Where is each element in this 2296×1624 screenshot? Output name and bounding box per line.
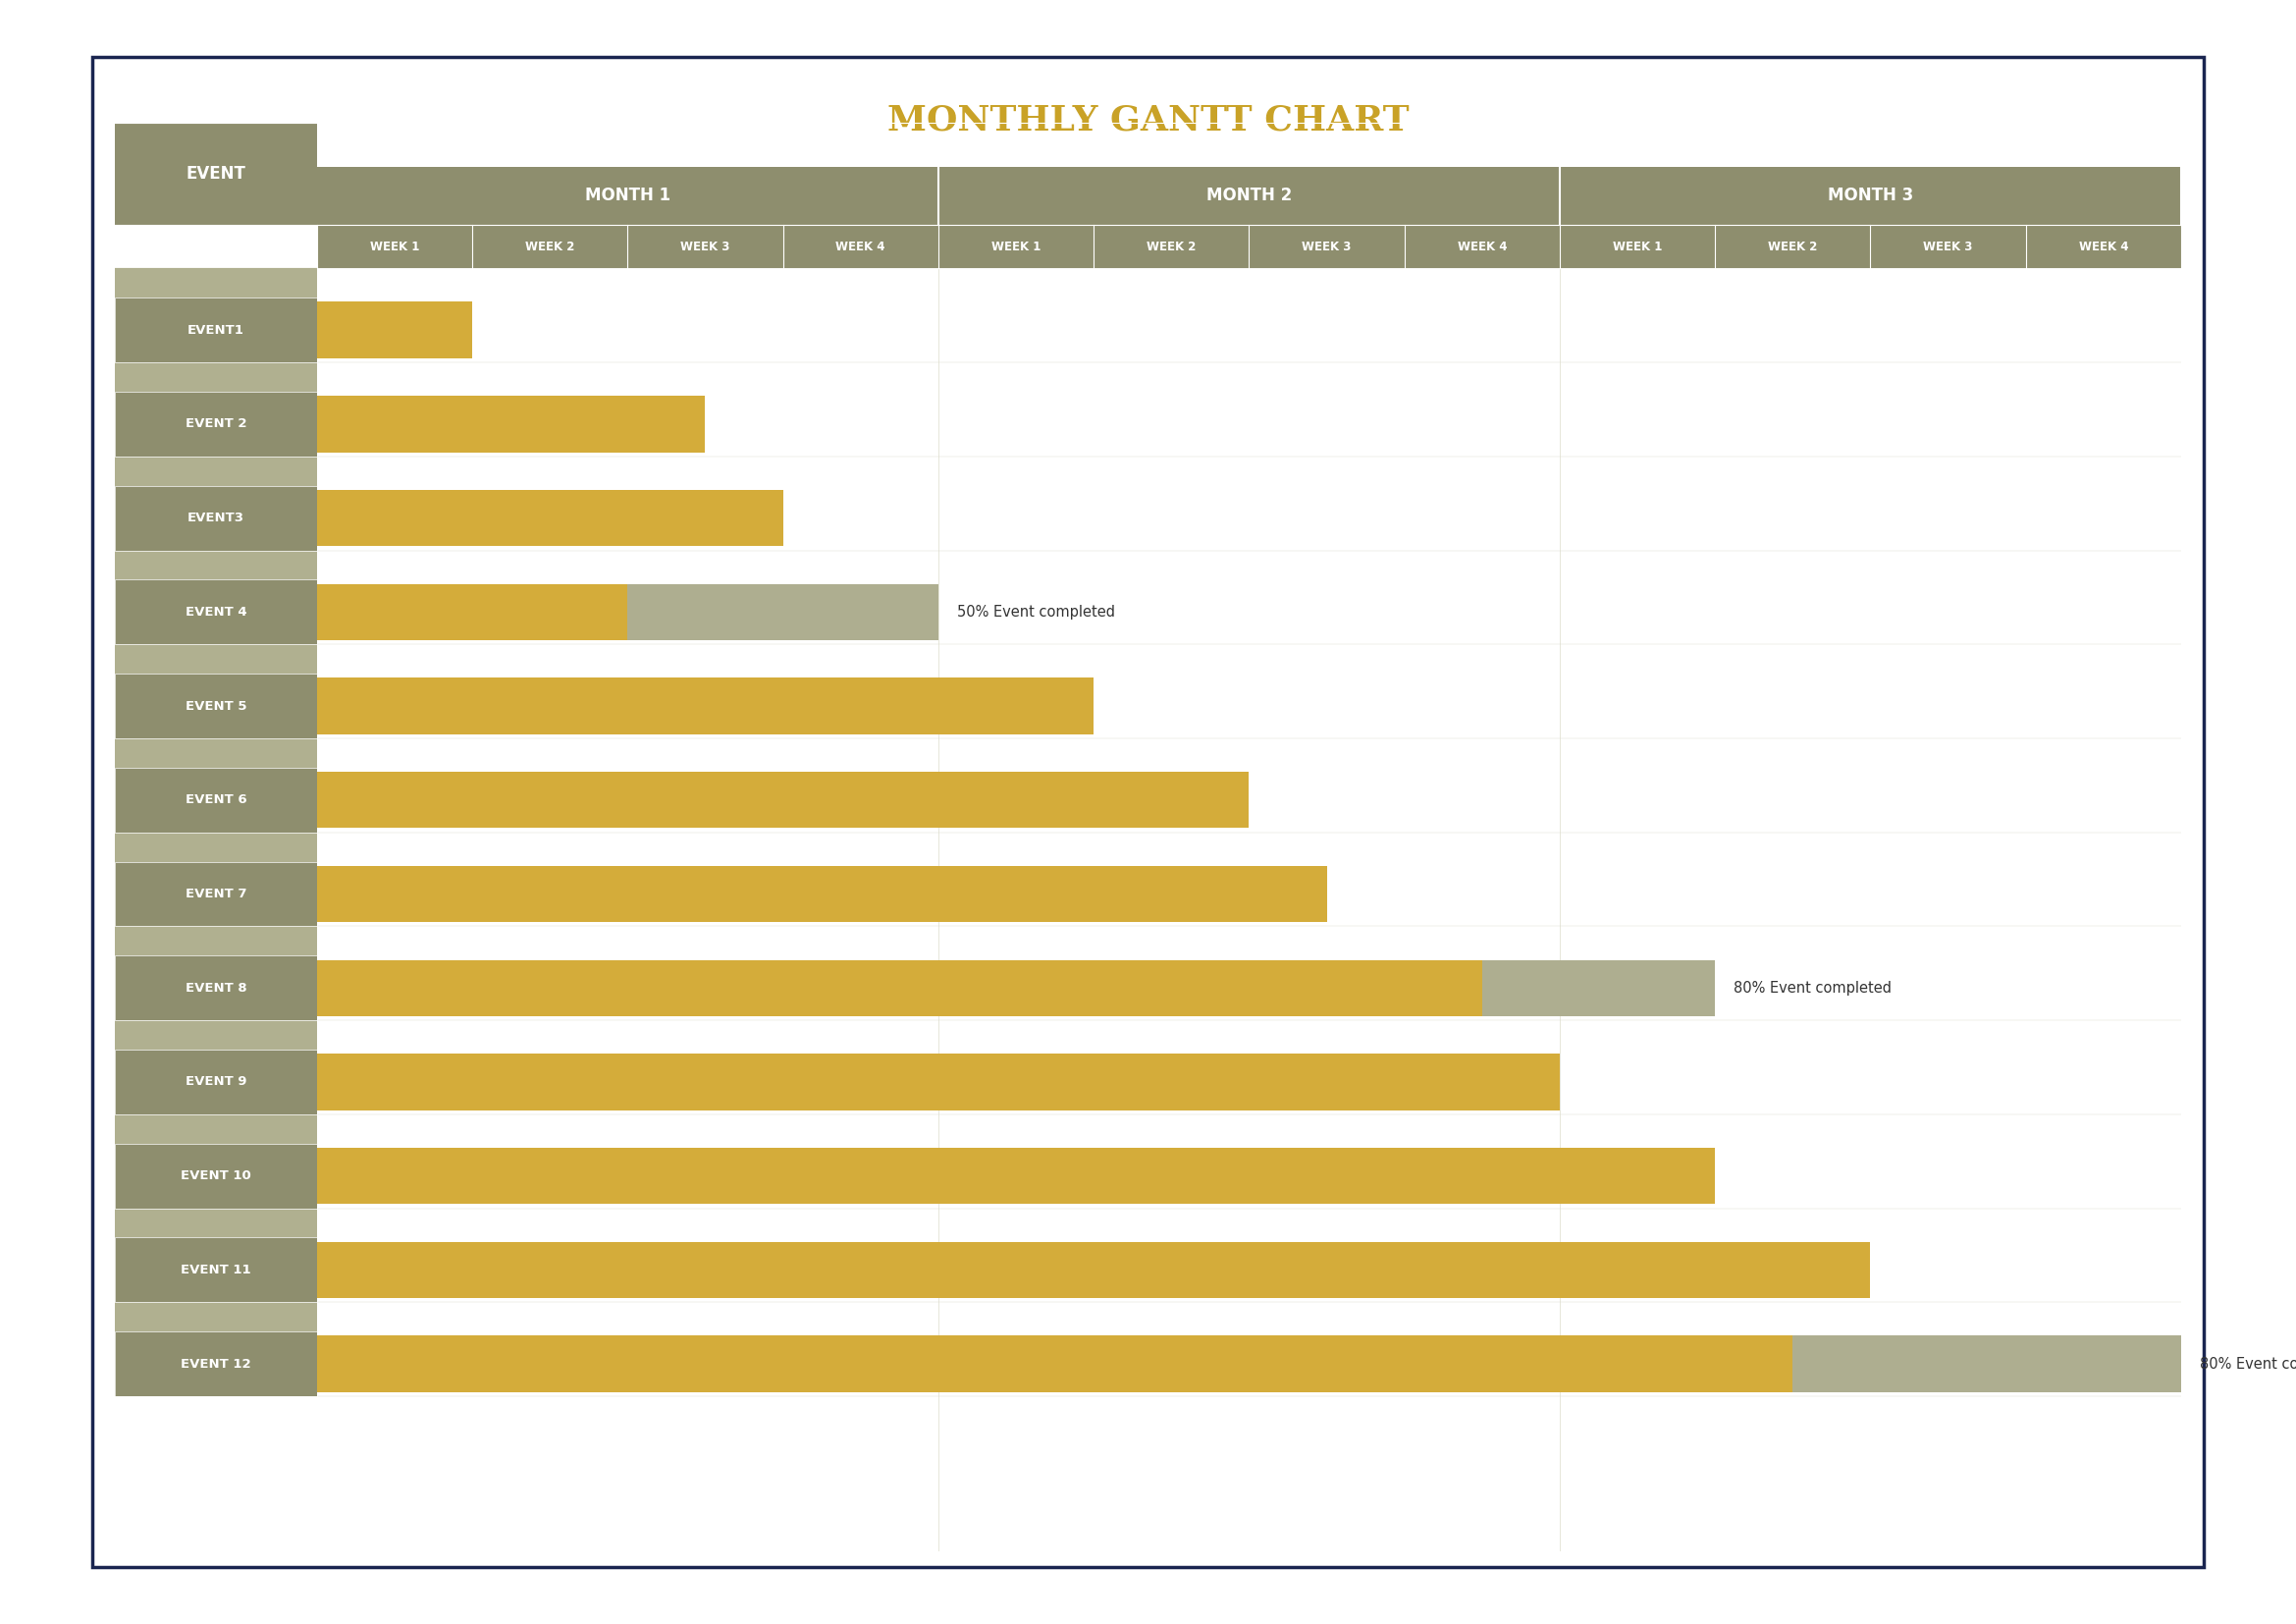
- Bar: [115, 362, 317, 391]
- Bar: [2025, 224, 2181, 268]
- Bar: [939, 167, 1559, 224]
- Text: WEEK 4: WEEK 4: [836, 240, 886, 253]
- Text: MONTHLY GANTT CHART: MONTHLY GANTT CHART: [886, 104, 1410, 136]
- Bar: [115, 674, 317, 739]
- Text: EVENT 12: EVENT 12: [181, 1358, 250, 1371]
- Text: EVENT 2: EVENT 2: [186, 417, 246, 430]
- Bar: [317, 490, 783, 546]
- Bar: [115, 391, 317, 456]
- Text: EVENT 11: EVENT 11: [181, 1263, 250, 1276]
- Bar: [115, 1114, 317, 1143]
- Text: WEEK 2: WEEK 2: [526, 240, 574, 253]
- Bar: [317, 677, 1093, 734]
- Text: 80% Event completed: 80% Event completed: [1733, 981, 1892, 996]
- Bar: [115, 1237, 317, 1302]
- Bar: [115, 297, 317, 362]
- Bar: [473, 224, 627, 268]
- Bar: [1871, 224, 2025, 268]
- Bar: [115, 768, 317, 833]
- Text: EVENT 4: EVENT 4: [186, 606, 246, 619]
- Bar: [939, 224, 1093, 268]
- Bar: [115, 1237, 317, 1302]
- Bar: [627, 224, 783, 268]
- Bar: [115, 580, 317, 645]
- Bar: [317, 771, 1249, 828]
- Bar: [115, 739, 317, 768]
- Bar: [115, 955, 317, 1020]
- Bar: [115, 268, 317, 297]
- Bar: [1249, 224, 1405, 268]
- Text: WEEK 1: WEEK 1: [1612, 240, 1662, 253]
- Bar: [115, 645, 317, 674]
- Text: MONTH 2: MONTH 2: [1205, 187, 1293, 205]
- Bar: [115, 1302, 317, 1332]
- Bar: [1405, 224, 1559, 268]
- Text: WEEK 1: WEEK 1: [370, 240, 420, 253]
- Bar: [115, 486, 317, 551]
- Bar: [1481, 960, 1715, 1017]
- Text: MONTH 1: MONTH 1: [585, 187, 670, 205]
- Text: EVENT 7: EVENT 7: [186, 888, 246, 900]
- Bar: [317, 1148, 1715, 1203]
- Text: WEEK 4: WEEK 4: [2078, 240, 2128, 253]
- Bar: [317, 583, 627, 640]
- Bar: [115, 862, 317, 926]
- Bar: [1559, 224, 1715, 268]
- Bar: [115, 1332, 317, 1397]
- Bar: [1715, 224, 1871, 268]
- Bar: [317, 1242, 1871, 1298]
- Bar: [317, 1054, 1559, 1111]
- Text: EVENT 6: EVENT 6: [186, 794, 246, 807]
- Bar: [317, 302, 473, 359]
- Bar: [1093, 224, 1249, 268]
- Bar: [115, 833, 317, 862]
- Bar: [115, 580, 317, 645]
- Text: WEEK 2: WEEK 2: [1768, 240, 1818, 253]
- Bar: [317, 396, 705, 451]
- Bar: [1559, 167, 2181, 224]
- Bar: [317, 866, 1327, 922]
- Text: WEEK 3: WEEK 3: [1924, 240, 1972, 253]
- Text: EVENT 5: EVENT 5: [186, 700, 246, 713]
- Bar: [115, 862, 317, 926]
- Bar: [115, 1332, 317, 1397]
- Bar: [317, 167, 939, 224]
- Text: WEEK 2: WEEK 2: [1146, 240, 1196, 253]
- Text: EVENT 9: EVENT 9: [186, 1075, 246, 1088]
- Bar: [115, 486, 317, 551]
- Bar: [317, 224, 473, 268]
- Text: EVENT 10: EVENT 10: [181, 1169, 250, 1182]
- Text: WEEK 4: WEEK 4: [1458, 240, 1506, 253]
- Bar: [317, 960, 1481, 1017]
- Text: EVENT: EVENT: [186, 166, 246, 184]
- Text: EVENT 8: EVENT 8: [186, 981, 246, 994]
- Text: WEEK 3: WEEK 3: [680, 240, 730, 253]
- Text: WEEK 1: WEEK 1: [992, 240, 1040, 253]
- Bar: [115, 297, 317, 362]
- Bar: [115, 1020, 317, 1049]
- Bar: [115, 391, 317, 456]
- Bar: [115, 1049, 317, 1114]
- Bar: [115, 456, 317, 486]
- Text: 80% Event completed: 80% Event completed: [2200, 1356, 2296, 1371]
- Bar: [627, 583, 939, 640]
- Bar: [783, 224, 939, 268]
- Bar: [115, 926, 317, 955]
- Text: EVENT1: EVENT1: [188, 323, 243, 336]
- Text: EVENT3: EVENT3: [188, 512, 243, 525]
- Bar: [1793, 1337, 2181, 1392]
- Bar: [115, 674, 317, 739]
- Bar: [115, 1143, 317, 1208]
- Bar: [317, 1337, 1793, 1392]
- Bar: [115, 768, 317, 833]
- Bar: [115, 123, 317, 224]
- Bar: [115, 551, 317, 580]
- Bar: [115, 1208, 317, 1237]
- Bar: [115, 955, 317, 1020]
- Text: WEEK 3: WEEK 3: [1302, 240, 1352, 253]
- Bar: [115, 1143, 317, 1208]
- Text: MONTH 3: MONTH 3: [1828, 187, 1913, 205]
- Bar: [115, 1049, 317, 1114]
- Text: 50% Event completed: 50% Event completed: [957, 604, 1116, 619]
